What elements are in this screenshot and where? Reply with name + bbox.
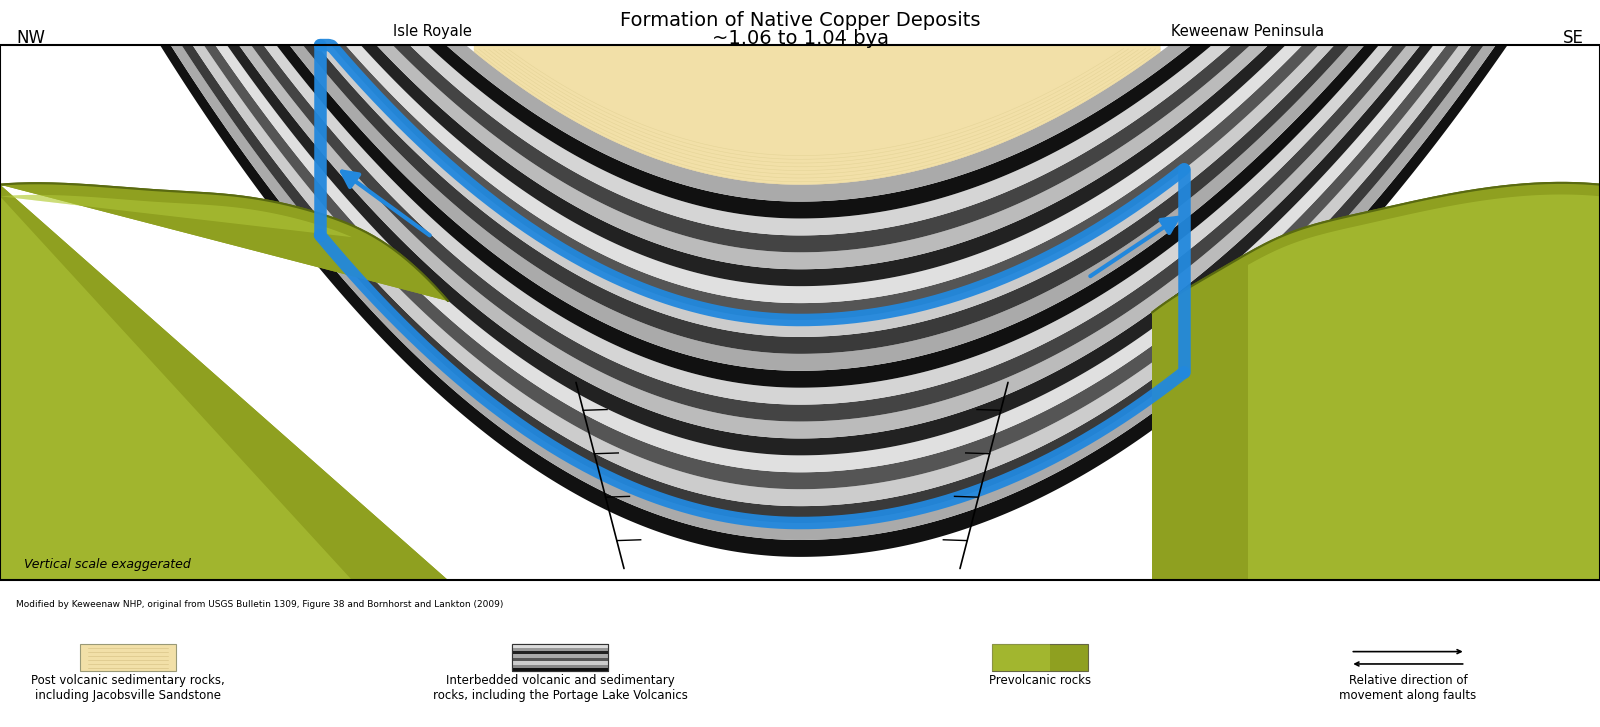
Polygon shape	[0, 45, 1600, 540]
Polygon shape	[0, 45, 1600, 489]
Bar	[992, 644, 1050, 672]
Polygon shape	[0, 45, 1600, 580]
Text: Prevolcanic rocks: Prevolcanic rocks	[989, 674, 1091, 687]
Bar	[512, 654, 608, 658]
Bar	[512, 648, 608, 651]
Polygon shape	[0, 45, 1600, 219]
Text: SE: SE	[1563, 29, 1584, 47]
Polygon shape	[0, 45, 1600, 286]
Bar	[80, 644, 176, 672]
Polygon shape	[0, 45, 1600, 473]
Polygon shape	[0, 45, 1600, 354]
Polygon shape	[0, 45, 1600, 523]
Polygon shape	[0, 45, 1600, 455]
Polygon shape	[0, 45, 1600, 371]
Text: Modified by Keweenaw NHP, original from USGS Bulletin 1309, Figure 38 and Bornho: Modified by Keweenaw NHP, original from …	[16, 600, 504, 608]
Polygon shape	[1248, 195, 1600, 580]
Polygon shape	[474, 45, 1160, 185]
Polygon shape	[0, 195, 352, 580]
Bar	[512, 668, 608, 672]
Text: Relative direction of
movement along faults: Relative direction of movement along fau…	[1339, 674, 1477, 702]
Text: Post volcanic sedimentary rocks,
including Jacobsville Sandstone: Post volcanic sedimentary rocks, includi…	[30, 674, 226, 702]
Polygon shape	[0, 45, 1600, 269]
Text: Isle Royale: Isle Royale	[392, 24, 472, 39]
Bar	[512, 644, 608, 672]
Bar	[512, 644, 608, 672]
Bar	[512, 651, 608, 654]
Polygon shape	[0, 45, 1600, 438]
Text: Vertical scale exaggerated: Vertical scale exaggerated	[24, 558, 190, 571]
Polygon shape	[0, 45, 1600, 557]
Polygon shape	[0, 195, 352, 580]
Polygon shape	[0, 45, 1600, 252]
Polygon shape	[0, 45, 1600, 405]
Polygon shape	[0, 45, 1600, 236]
Polygon shape	[0, 45, 1600, 303]
Text: ~1.06 to 1.04 bya: ~1.06 to 1.04 bya	[712, 29, 888, 48]
Bar	[992, 644, 1088, 672]
Text: Keweenaw Peninsula: Keweenaw Peninsula	[1171, 24, 1325, 39]
Polygon shape	[0, 45, 1600, 506]
Text: Interbedded volcanic and sedimentary
rocks, including the Portage Lake Volcanics: Interbedded volcanic and sedimentary roc…	[432, 674, 688, 702]
Polygon shape	[0, 45, 1600, 201]
Polygon shape	[0, 183, 448, 580]
Bar	[512, 661, 608, 664]
Bar	[512, 644, 608, 648]
Polygon shape	[0, 45, 1600, 422]
Bar	[512, 658, 608, 661]
Polygon shape	[1248, 195, 1600, 580]
Polygon shape	[0, 183, 448, 580]
Text: Formation of Native Copper Deposits: Formation of Native Copper Deposits	[619, 11, 981, 30]
Text: NW: NW	[16, 29, 45, 47]
Polygon shape	[0, 45, 1600, 387]
Bar	[512, 664, 608, 668]
Polygon shape	[0, 45, 1600, 320]
Polygon shape	[1152, 183, 1600, 580]
Polygon shape	[1152, 183, 1600, 580]
Polygon shape	[0, 45, 1600, 337]
